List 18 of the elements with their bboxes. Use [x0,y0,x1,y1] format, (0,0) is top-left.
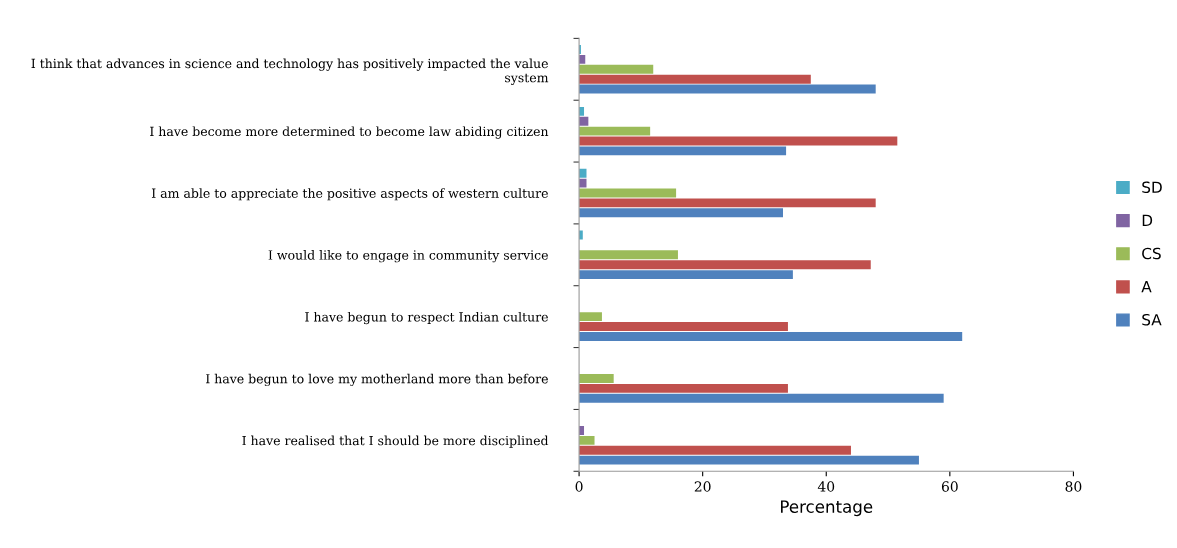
legend-label: A [1141,281,1152,293]
legend-label: D [1142,214,1153,226]
y-tick-label: I have become more determined to become law abiding citizen [150,126,549,139]
y-tick-label: I have begun to respect Indian culture [305,311,548,325]
y-tick-label: I think that advances in science and technology has positively impacted the value system [31,58,549,85]
y-tick-label: I am able to appreciate the positive aspects of western culture [151,188,548,201]
x-tick-label: 60 [941,481,958,492]
legend-label: CS [1142,247,1161,260]
y-tick-label: I would like to engage in community service [268,250,548,263]
x-tick-label: 0 [575,481,583,492]
x-tick-label: 20 [694,481,711,492]
y-tick-label: I have realised that I should be more disciplined [242,435,549,448]
x-tick-label: 40 [817,481,835,492]
y-tick-label: I have begun to love my motherland more than before [206,373,548,387]
legend-label: SD [1142,181,1162,194]
x-axis-title: Percentage [781,500,873,517]
x-tick-label: 80 [1065,481,1082,492]
legend-label: SA [1142,313,1162,326]
